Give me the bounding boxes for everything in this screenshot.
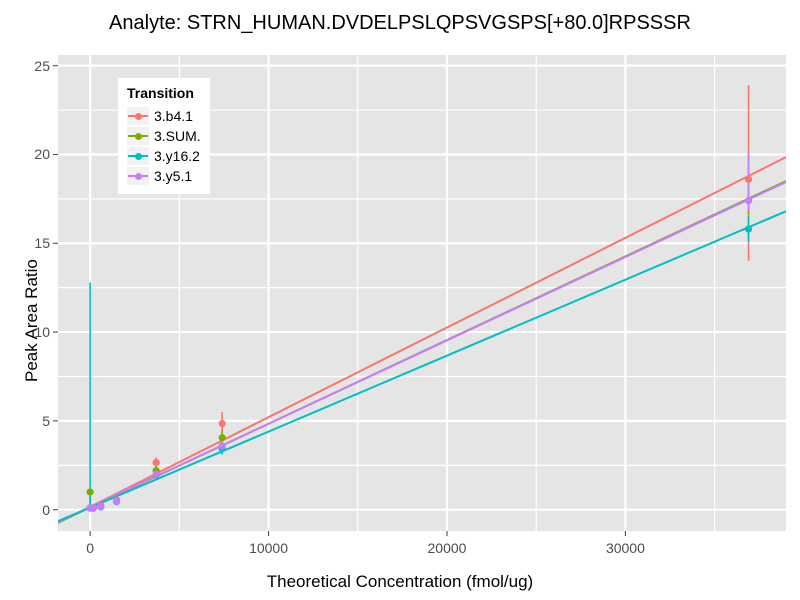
- legend-item-label: 3.y16.2: [154, 148, 200, 164]
- data-point: [112, 497, 121, 505]
- x-axis-title: Theoretical Concentration (fmol/ug): [266, 572, 534, 591]
- legend-item[interactable]: 3.y16.2: [127, 146, 201, 166]
- legend-item[interactable]: 3.SUM.: [127, 126, 201, 146]
- y-tick-label: 25: [34, 57, 50, 74]
- y-tick-label: 15: [34, 235, 50, 252]
- x-tick-label: 0: [86, 540, 95, 556]
- legend-item-label: 3.b4.1: [154, 108, 193, 124]
- x-tick-label: 20000: [427, 540, 467, 556]
- legend-item-label: 3.SUM.: [154, 128, 201, 144]
- legend-item[interactable]: 3.y5.1: [127, 166, 201, 186]
- fit-line-3-b4-1: [58, 156, 786, 524]
- y-tick-label: 20: [34, 146, 50, 163]
- data-point: [97, 503, 105, 511]
- x-tick-label: 10000: [249, 540, 289, 556]
- data-point: [218, 419, 226, 428]
- legend-key-icon: [127, 107, 149, 125]
- data-point: [89, 504, 98, 512]
- y-tick-label: 5: [42, 412, 50, 429]
- data-point: [744, 225, 753, 233]
- y-tick-label: 0: [42, 501, 50, 518]
- data-point: [152, 459, 160, 467]
- x-tick-label: 30000: [605, 540, 645, 556]
- data-point: [152, 470, 160, 478]
- legend-item-label: 3.y5.1: [154, 168, 193, 184]
- legend-key-icon: [127, 127, 149, 145]
- y-tick-label: 10: [34, 324, 50, 341]
- legend-item[interactable]: 3.b4.1: [127, 106, 201, 126]
- fit-line-3-y5-1: [58, 181, 786, 524]
- legend-key-icon: [127, 147, 149, 165]
- data-point: [744, 175, 753, 183]
- fit-line-3-y16-2: [58, 210, 786, 523]
- legend-key-icon: [127, 167, 149, 185]
- chart-title: Analyte: STRN_HUMAN.DVDELPSLQPSVGSPS[+80…: [109, 12, 691, 34]
- data-point: [218, 442, 226, 450]
- legend: Transition 3.b4.1 3.SUM. 3.y16.2 3.y5.1: [118, 78, 210, 194]
- legend-title: Transition: [127, 85, 194, 101]
- data-point: [744, 197, 753, 205]
- data-point: [218, 434, 226, 442]
- data-point: [86, 488, 94, 496]
- legend-item-list: 3.b4.1 3.SUM. 3.y16.2 3.y5.1: [127, 106, 201, 186]
